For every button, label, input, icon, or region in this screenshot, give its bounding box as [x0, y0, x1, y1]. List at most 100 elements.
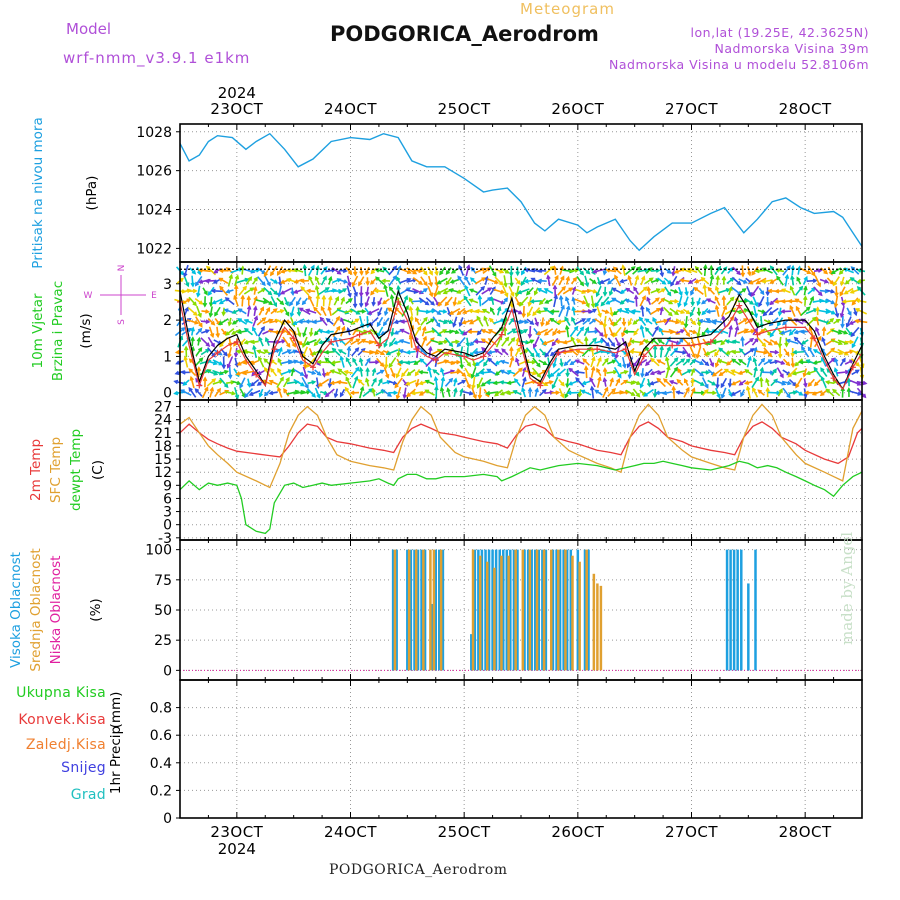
wind-arrow-head	[377, 301, 382, 307]
wind-arrow-head	[790, 274, 795, 280]
wind-arrow	[399, 287, 411, 295]
wind-point	[432, 357, 439, 364]
wind-arrow	[305, 339, 317, 345]
mid_cloud-bar	[564, 549, 567, 671]
wind-arrow-head	[390, 331, 395, 337]
wind-arrow-head	[532, 311, 537, 317]
wind-arrow-head	[816, 282, 821, 288]
wind-arrow-head	[759, 376, 764, 382]
wind-arrow-head	[472, 394, 477, 400]
wind-arrow-head	[218, 268, 224, 274]
wind-arrow-head	[487, 329, 493, 334]
wind-arrow-head	[835, 318, 841, 324]
wind-arrow	[316, 266, 319, 276]
wind-arrow	[383, 366, 389, 378]
wind-arrow	[406, 278, 417, 283]
wind-arrow-head	[336, 325, 341, 331]
wind-arrow-head	[754, 376, 760, 382]
wind-arrow-head	[233, 284, 239, 290]
wind-arrow-head	[611, 287, 617, 292]
wind-arrow-head	[711, 381, 717, 386]
wind-arrow-head	[198, 347, 203, 352]
wind-arrow	[252, 327, 258, 337]
high_cloud-bar	[526, 549, 530, 671]
wind-arrow	[813, 286, 823, 296]
wind-arrow	[553, 295, 558, 308]
wind-arrow	[276, 377, 284, 388]
wind-arrow	[436, 287, 449, 295]
wind-arrow-head	[180, 370, 186, 375]
wind-arrow-head	[486, 368, 492, 373]
wind-arrow-head	[316, 359, 322, 365]
wind-arrow-head	[299, 278, 305, 284]
wind-arrow	[190, 376, 195, 389]
wind-arrow-head	[627, 321, 632, 327]
wind-arrow-head	[298, 340, 304, 346]
wind-arrow-head	[308, 275, 313, 281]
wind-arrow-head	[457, 275, 462, 281]
wind-arrow	[746, 356, 752, 368]
wind-arrow-head	[803, 382, 808, 388]
wind-arrow-head	[535, 353, 540, 358]
wind-arrow-head	[311, 380, 317, 385]
wind-arrow-head	[512, 390, 518, 395]
wind-arrow-head	[436, 322, 441, 328]
wind-arrow-head	[302, 332, 307, 338]
wind-arrow	[639, 296, 646, 307]
wind-arrow	[838, 329, 848, 335]
wind-arrow-head	[581, 300, 587, 305]
wind-arrow-head	[652, 393, 658, 399]
wind-arrow	[769, 317, 779, 326]
wind-arrow-head	[521, 313, 527, 319]
wind-arrow-head	[509, 346, 514, 352]
wind-arrow-head	[279, 279, 285, 284]
wind-arrow	[663, 378, 672, 387]
wind-arrow-head	[285, 311, 290, 317]
wind-arrow-head	[728, 392, 733, 398]
wind-arrow-head	[777, 343, 783, 349]
wind-arrow-head	[527, 333, 533, 339]
wind-arrow-head	[515, 336, 520, 342]
wind-arrow	[514, 347, 521, 357]
wind-arrow-head	[347, 292, 352, 298]
wind-arrow-head	[273, 279, 279, 284]
wind-arrow	[196, 305, 202, 317]
wind-arrow	[625, 266, 636, 275]
wind-arrow-head	[273, 290, 279, 296]
wind-arrow	[234, 275, 239, 287]
wind-arrow	[209, 306, 213, 317]
bottom-date-label: 25OCT	[438, 823, 491, 841]
wind-arrow-head	[612, 266, 618, 272]
low-cloud-axis-title: Niska Oblacnost	[48, 556, 64, 665]
wind-arrow-head	[209, 333, 215, 339]
wind-arrow	[576, 326, 584, 337]
wind-arrow	[427, 285, 433, 297]
wind-arrow	[262, 379, 273, 386]
wind-arrow-head	[803, 393, 808, 399]
wind-arrow	[245, 276, 252, 285]
precip-axis-title: 1hr Precip	[108, 726, 124, 794]
pressure-unit: (hPa)	[84, 176, 100, 211]
wind-arrow-head	[398, 349, 404, 354]
wind-arrow-head	[530, 352, 535, 358]
wind-arrow-head	[198, 322, 203, 328]
wind-arrow-head	[613, 321, 618, 327]
wind-arrow-head	[793, 329, 799, 335]
wind-arrow	[564, 317, 571, 326]
mid_cloud-bar	[429, 549, 432, 671]
wind-arrow-head	[765, 377, 770, 383]
wind-arrow	[668, 319, 679, 324]
wind-arrow-head	[373, 288, 379, 294]
wind-arrow-head	[529, 339, 535, 344]
wind-arrow	[383, 317, 390, 326]
wind-arrow	[669, 347, 678, 357]
wind-arrow	[518, 288, 530, 294]
wind-arrow	[628, 276, 633, 286]
wind-arrow-head	[830, 289, 836, 294]
wind-arrow-head	[823, 269, 829, 275]
high_cloud-bar	[438, 549, 441, 671]
wind-arrow-head	[657, 339, 662, 344]
wind-arrow-head	[194, 281, 200, 287]
wind-arrow-head	[316, 394, 321, 399]
bottom-date-label: 28OCT	[779, 823, 832, 841]
